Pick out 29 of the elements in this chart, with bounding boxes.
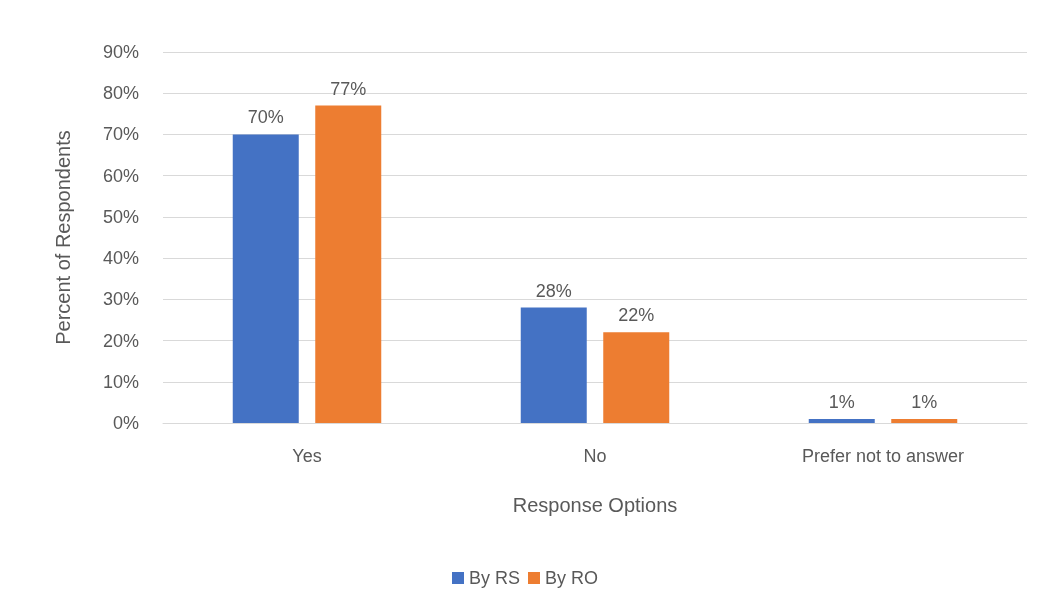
data-label: 1% <box>828 391 855 412</box>
legend-label: By RO <box>545 568 599 588</box>
data-label: 1% <box>911 391 938 412</box>
y-tick-label: 20% <box>102 330 139 351</box>
x-tick-label: Yes <box>292 446 322 466</box>
data-label: 77% <box>330 78 367 99</box>
y-tick-label: 10% <box>102 371 139 392</box>
y-tick-label: 50% <box>102 206 139 227</box>
y-tick-label: 30% <box>102 289 139 310</box>
bar <box>232 134 299 423</box>
bar <box>603 332 670 423</box>
y-tick-label: 80% <box>102 83 139 104</box>
y-tick-label: 40% <box>102 248 139 269</box>
y-tick-label: 70% <box>102 124 139 145</box>
y-tick-label: 90% <box>102 42 139 62</box>
y-tick-label: 0% <box>112 413 139 433</box>
bar <box>520 307 587 423</box>
y-tick-label: 60% <box>102 165 139 186</box>
bar <box>808 418 875 423</box>
data-label: 22% <box>618 305 655 326</box>
data-label: 70% <box>247 107 284 128</box>
x-tick-label: No <box>583 446 607 466</box>
bar <box>315 105 382 423</box>
x-tick-label: Prefer not to answer <box>801 446 965 466</box>
data-label: 28% <box>535 280 572 301</box>
legend-label: By RS <box>468 568 521 588</box>
x-axis-title: Response Options <box>512 494 678 516</box>
y-axis-title: Percent of Respondents <box>52 130 74 345</box>
bar <box>891 418 958 423</box>
